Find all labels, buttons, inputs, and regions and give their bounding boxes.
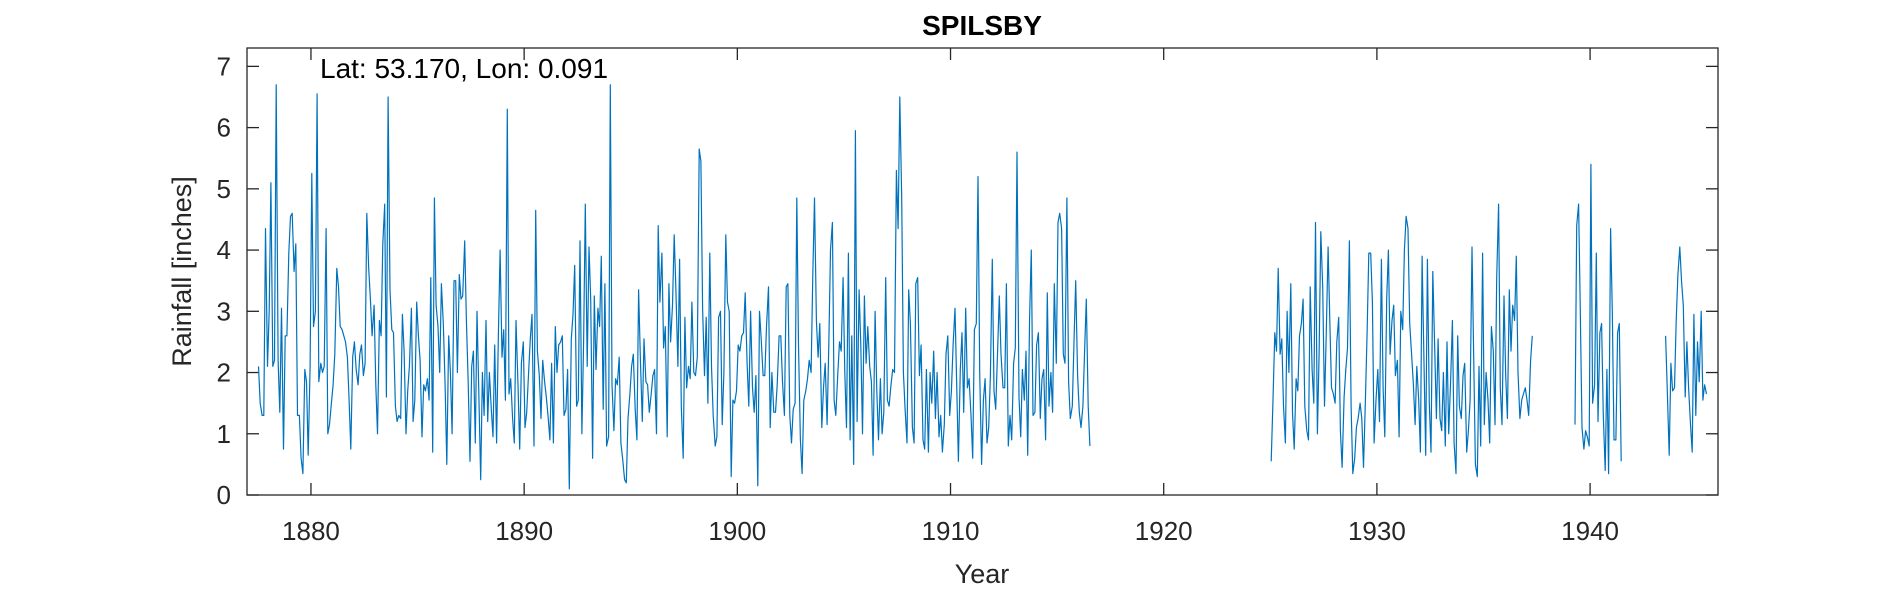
x-tick-label: 1940 — [1561, 516, 1619, 546]
y-tick-label: 1 — [217, 419, 231, 449]
x-axis-label: Year — [955, 559, 1010, 589]
ticks: 1880 1890 1900 1910 1920 1930 1940 0 1 2 3 4 5 6 7 — [217, 48, 1718, 546]
chart-title: SPILSBY — [922, 10, 1042, 41]
y-tick-label: 4 — [217, 235, 231, 265]
data-lines — [257, 84, 1708, 490]
x-tick-label: 1910 — [922, 516, 980, 546]
y-tick-label: 6 — [217, 113, 231, 143]
y-tick-label: 0 — [217, 480, 231, 510]
x-tick-label: 1930 — [1348, 516, 1406, 546]
y-tick-label: 5 — [217, 174, 231, 204]
plot-area: 1880 1890 1900 1910 1920 1930 1940 0 1 2 3 4 5 6 7 — [217, 47, 1719, 546]
x-tick-label: 1900 — [708, 516, 766, 546]
x-tick-label: 1880 — [282, 516, 340, 546]
x-tick-label: 1920 — [1135, 516, 1193, 546]
rainfall-series-segment — [1665, 246, 1708, 456]
rainfall-series-segment — [1270, 203, 1533, 478]
y-tick-label: 7 — [217, 51, 231, 81]
rainfall-series-segment — [1574, 163, 1622, 475]
y-axis-label: Rainfall [inches] — [167, 176, 197, 367]
y-tick-label: 3 — [217, 296, 231, 326]
y-tick-label: 2 — [217, 358, 231, 388]
location-annotation: Lat: 53.170, Lon: 0.091 — [320, 53, 608, 84]
rainfall-series-segment — [257, 84, 1091, 490]
x-tick-label: 1890 — [495, 516, 553, 546]
